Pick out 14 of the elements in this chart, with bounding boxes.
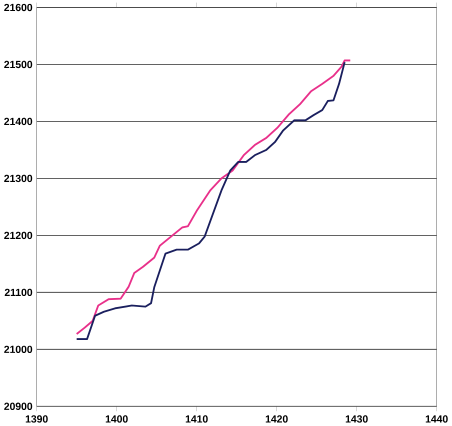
y-tick-label: 21300 (4, 174, 32, 182)
x-tick-label: 1420 (266, 415, 288, 422)
x-tick-label: 1410 (186, 415, 208, 422)
y-tick-label: 21500 (4, 60, 32, 68)
y-tick-label: 21600 (4, 4, 32, 11)
y-tick-label: 21100 (4, 288, 32, 296)
y-tick-label: 21400 (4, 118, 32, 125)
x-tick-label: 1430 (346, 415, 368, 422)
x-tick-label: 1400 (106, 415, 128, 422)
y-tick-label: 21200 (4, 232, 32, 239)
y-tick-label: 21000 (4, 345, 32, 353)
y-tick-label: 20900 (4, 402, 32, 410)
x-tick-label: 1440 (426, 415, 448, 422)
x-tick-label: 1390 (26, 415, 48, 422)
